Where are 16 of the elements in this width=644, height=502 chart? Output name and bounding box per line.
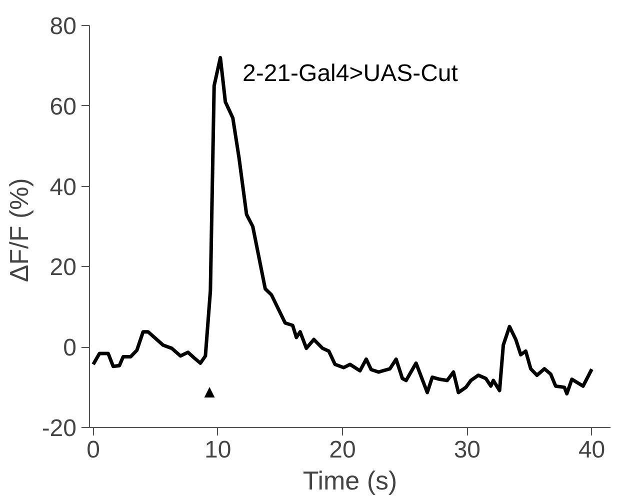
annotation: 2-21-Gal4>UAS-Cut <box>242 60 458 87</box>
x-tick-label: 20 <box>329 436 356 464</box>
x-tick-label: 30 <box>454 436 481 464</box>
y-tick-label: 80 <box>50 13 77 40</box>
y-tick-label: -20 <box>42 415 76 442</box>
x-axis-title: Time (s) <box>302 466 398 496</box>
y-tick-label: 0 <box>63 334 77 362</box>
line-series <box>91 56 594 396</box>
y-axis-title: ΔF/F (%) <box>4 178 34 282</box>
x-tick-label: 40 <box>578 436 606 464</box>
x-tick-label: 0 <box>86 436 100 464</box>
annotation: ▲ <box>200 382 218 402</box>
x-tick-label: 10 <box>204 436 232 464</box>
y-tick-label: 20 <box>50 254 77 282</box>
y-tick-label: 40 <box>50 174 77 201</box>
y-tick-label: 60 <box>50 93 77 120</box>
